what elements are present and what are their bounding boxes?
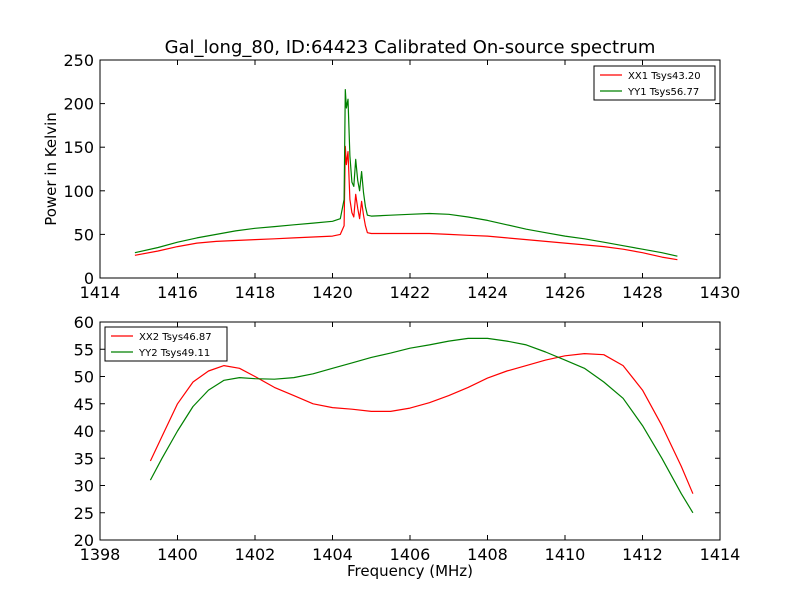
x-tick-label: 1414 — [700, 545, 741, 564]
y-tick-label: 50 — [74, 225, 94, 244]
y-tick-label: 35 — [74, 449, 94, 468]
y-tick-label: 30 — [74, 477, 94, 496]
x-tick-label: 1416 — [157, 283, 198, 302]
y-tick-label: 25 — [74, 504, 94, 523]
x-tick-label: 1414 — [80, 283, 121, 302]
y-tick-label: 0 — [84, 269, 94, 288]
x-tick-label: 1420 — [312, 283, 353, 302]
x-tick-label: 1422 — [390, 283, 431, 302]
x-tick-label: 1424 — [467, 283, 508, 302]
x-tick-label: 1400 — [157, 545, 198, 564]
x-tick-label: 1410 — [545, 545, 586, 564]
x-tick-label: 1430 — [700, 283, 741, 302]
legend-label-1: XX2 Tsys46.87 — [139, 332, 212, 343]
legend-box — [104, 326, 228, 362]
y-tick-label: 150 — [63, 138, 94, 157]
y-tick-label: 250 — [63, 51, 94, 70]
legend: XX1 Tsys43.20 YY1 Tsys56.77 — [593, 65, 716, 101]
legend-label-2: YY2 Tsys49.11 — [138, 348, 210, 359]
y-tick-label: 20 — [74, 531, 94, 550]
chart-panel-2: 1398 1400 1402 1404 1406 1408 1410 1412 1414 20 25… — [74, 313, 741, 580]
y-tick-label: 45 — [74, 395, 94, 414]
y-axis-title: Power in Kelvin — [42, 112, 60, 226]
x-tick-label: 1418 — [235, 283, 276, 302]
y-tick-label: 50 — [74, 368, 94, 387]
series-line-1 — [149, 353, 694, 494]
y-tick-label: 200 — [63, 95, 94, 114]
figure-title: Gal_long_80, ID:64423 Calibrated On-sour… — [165, 37, 656, 58]
legend-label-1: XX1 Tsys43.20 — [628, 71, 701, 82]
x-tick-label: 1408 — [467, 545, 508, 564]
x-tick-label: 1404 — [312, 545, 353, 564]
x-tick-label: 1428 — [622, 283, 663, 302]
chart-panel-1: 1414 1416 1418 1420 1422 1424 1426 1428 1430 0 50 1… — [42, 51, 740, 302]
series-line-2 — [149, 337, 694, 514]
y-tick-label: 60 — [74, 313, 94, 332]
panels: 1414 1416 1418 1420 1422 1424 1426 1428 14300501… — [42, 51, 740, 580]
x-tick-label: 1406 — [390, 545, 431, 564]
y-tick-label: 40 — [74, 422, 94, 441]
x-axis-title: Frequency (MHz) — [347, 562, 473, 580]
legend-box — [593, 65, 716, 101]
y-tick-label: 55 — [74, 340, 94, 359]
legend: XX2 Tsys46.87 YY2 Tsys49.11 — [104, 326, 228, 362]
y-tick-label: 100 — [63, 182, 94, 201]
series-line-1 — [134, 145, 678, 261]
x-tick-label: 1412 — [622, 545, 663, 564]
series-line-2 — [134, 88, 678, 257]
x-tick-label: 1402 — [235, 545, 276, 564]
x-tick-label: 1398 — [80, 545, 121, 564]
legend-label-2: YY1 Tsys56.77 — [627, 87, 699, 98]
x-tick-label: 1426 — [545, 283, 586, 302]
